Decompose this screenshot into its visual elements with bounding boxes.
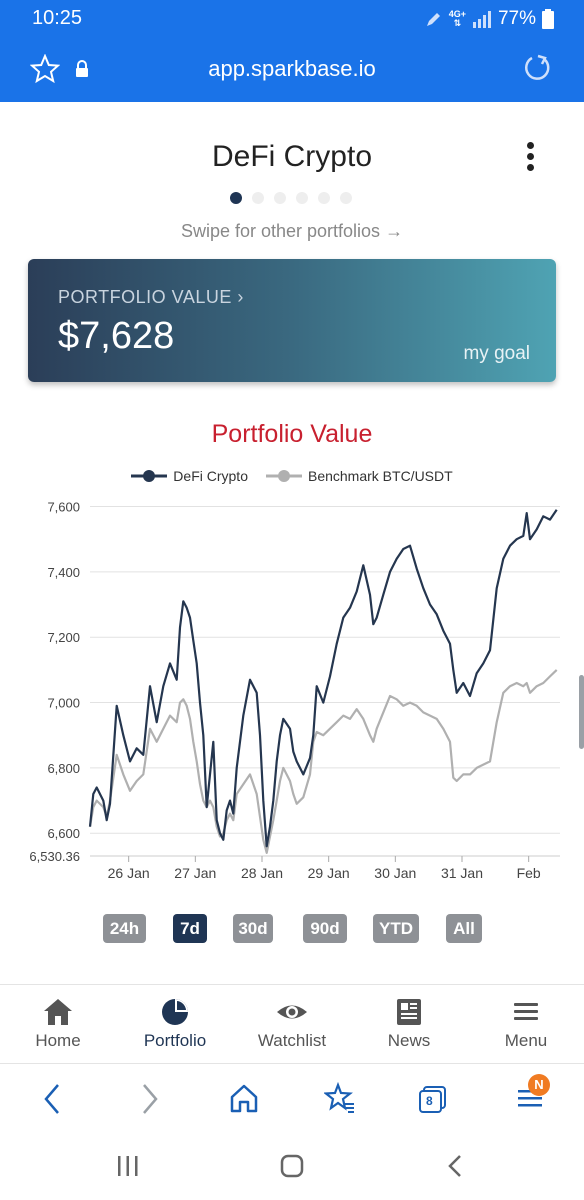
nav-menu[interactable]: Menu bbox=[468, 997, 584, 1051]
legend-label-benchmark: Benchmark BTC/USDT bbox=[307, 468, 453, 484]
range-button-90d[interactable]: 90d bbox=[303, 914, 347, 943]
x-tick-label: Feb bbox=[517, 865, 541, 881]
nav-watchlist[interactable]: Watchlist bbox=[234, 997, 350, 1051]
bookmark-star-icon[interactable] bbox=[30, 54, 60, 84]
pager-dot bbox=[318, 192, 330, 204]
portfolio-value-card[interactable]: PORTFOLIO VALUE › $7,628 my goal bbox=[28, 259, 556, 382]
network-indicator: 4G+ ⇅ bbox=[448, 9, 466, 28]
y-tick-label: 6,530.36 bbox=[29, 849, 80, 864]
newspaper-icon bbox=[397, 999, 421, 1025]
nav-home-label: Home bbox=[35, 1031, 81, 1050]
nav-news[interactable]: News bbox=[351, 997, 467, 1051]
status-icons: 4G+ ⇅ 77% bbox=[425, 8, 554, 30]
reload-icon[interactable] bbox=[522, 53, 552, 83]
y-tick-label: 6,600 bbox=[47, 826, 80, 841]
pie-chart-icon bbox=[162, 999, 188, 1025]
pen-icon bbox=[426, 13, 440, 26]
network-label: 4G+ bbox=[448, 9, 466, 19]
y-tick-label: 7,000 bbox=[47, 696, 80, 711]
chart-legend[interactable]: DeFi Crypto Benchmark BTC/USDT bbox=[0, 468, 584, 484]
chart-title: Portfolio Value bbox=[211, 420, 373, 448]
x-tick-label: 31 Jan bbox=[441, 865, 483, 881]
range-button-ytd[interactable]: YTD bbox=[373, 914, 419, 943]
x-tick-label: 26 Jan bbox=[108, 865, 150, 881]
portfolio-value-label-text: PORTFOLIO VALUE bbox=[58, 287, 232, 307]
tabs-icon bbox=[419, 1086, 446, 1113]
range-button-7d[interactable]: 7d bbox=[173, 914, 207, 943]
x-tick-label: 27 Jan bbox=[174, 865, 216, 881]
more-options-icon[interactable] bbox=[524, 142, 536, 172]
portfolio-value-label[interactable]: PORTFOLIO VALUE › bbox=[58, 287, 244, 308]
notification-badge: N bbox=[528, 1074, 550, 1096]
legend-item-benchmark[interactable]: Benchmark BTC/USDT bbox=[265, 468, 453, 484]
tab-count: 8 bbox=[426, 1094, 433, 1108]
y-tick-label: 7,200 bbox=[47, 630, 80, 645]
forward-icon[interactable] bbox=[138, 1082, 162, 1116]
status-time: 10:25 bbox=[32, 7, 83, 29]
browser-url-bar: app.sparkbase.io bbox=[0, 36, 584, 102]
series-line-defi bbox=[88, 509, 558, 848]
pager-dot-active bbox=[230, 192, 242, 204]
range-button-all[interactable]: All bbox=[446, 914, 482, 943]
portfolio-title: DeFi Crypto bbox=[211, 140, 373, 173]
pager-dot bbox=[340, 192, 352, 204]
legend-swatch-defi bbox=[131, 470, 168, 482]
recent-apps-icon[interactable] bbox=[116, 1154, 140, 1178]
x-tick-label: 30 Jan bbox=[374, 865, 416, 881]
x-tick-label: 28 Jan bbox=[241, 865, 283, 881]
pager-dot bbox=[252, 192, 264, 204]
pager-dot bbox=[274, 192, 286, 204]
tabs-button[interactable]: 8 bbox=[418, 1084, 448, 1114]
url-text[interactable]: app.sparkbase.io bbox=[208, 56, 376, 81]
legend-item-defi[interactable]: DeFi Crypto bbox=[131, 468, 248, 484]
y-tick-label: 7,400 bbox=[47, 565, 80, 580]
lock-icon bbox=[76, 60, 88, 77]
back-icon[interactable] bbox=[40, 1082, 64, 1116]
arrow-right-icon: → bbox=[385, 221, 404, 241]
eye-icon bbox=[277, 1005, 307, 1019]
my-goal-link[interactable]: my goal bbox=[463, 343, 530, 364]
legend-label-defi: DeFi Crypto bbox=[173, 468, 248, 484]
battery-percent: 77% bbox=[497, 8, 536, 29]
nav-portfolio-label: Portfolio bbox=[143, 1031, 207, 1050]
y-tick-label: 7,600 bbox=[47, 500, 80, 515]
system-back-icon[interactable] bbox=[446, 1154, 466, 1178]
portfolio-line-chart[interactable]: 7,600 7,400 7,200 7,000 6,800 6,600 6,530.36 26… bbox=[0, 490, 584, 890]
nav-menu-label: Menu bbox=[504, 1031, 548, 1050]
system-nav-bar bbox=[0, 1130, 584, 1200]
portfolio-value: $7,628 bbox=[58, 315, 175, 357]
signal-icon bbox=[472, 11, 491, 28]
legend-swatch-benchmark bbox=[265, 470, 302, 482]
pager-dot bbox=[296, 192, 308, 204]
home-icon bbox=[44, 999, 72, 1025]
swipe-hint-text: Swipe for other portfolios bbox=[180, 221, 381, 241]
nav-news-label: News bbox=[387, 1031, 431, 1050]
app-bottom-nav: Home Portfolio Watchlist News Menu bbox=[0, 984, 584, 1064]
nav-home[interactable]: Home bbox=[0, 997, 116, 1051]
bookmarks-icon[interactable] bbox=[324, 1082, 356, 1114]
hamburger-icon bbox=[514, 1003, 538, 1020]
y-tick-label: 6,800 bbox=[47, 761, 80, 776]
system-home-icon[interactable] bbox=[280, 1154, 304, 1178]
status-bar: 10:25 4G+ ⇅ 77% bbox=[0, 0, 584, 36]
browser-toolbar: 8 bbox=[0, 1066, 584, 1130]
portfolio-pager-dots[interactable] bbox=[230, 192, 352, 204]
browser-home-icon[interactable] bbox=[228, 1082, 260, 1114]
nav-watchlist-label: Watchlist bbox=[257, 1031, 327, 1050]
range-button-24h[interactable]: 24h bbox=[103, 914, 146, 943]
battery-icon bbox=[542, 9, 554, 29]
series-line-benchmark bbox=[88, 669, 558, 854]
swipe-hint: Swipe for other portfolios → bbox=[0, 221, 584, 242]
nav-portfolio[interactable]: Portfolio bbox=[117, 997, 233, 1051]
chevron-right-icon: › bbox=[237, 287, 244, 307]
scroll-indicator[interactable] bbox=[579, 675, 584, 749]
range-button-30d[interactable]: 30d bbox=[233, 914, 273, 943]
x-tick-label: 29 Jan bbox=[308, 865, 350, 881]
